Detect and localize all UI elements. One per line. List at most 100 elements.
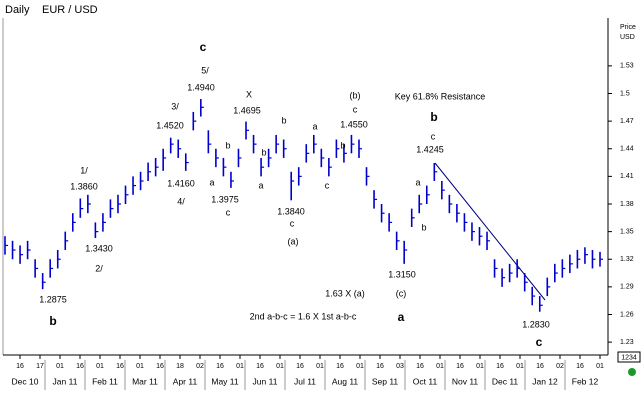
y-tick-label: 1.26 [620, 311, 634, 318]
annotation: 1.3860 [70, 181, 98, 191]
annotation: 1.3840 [277, 206, 305, 216]
x-day-label: 01 [516, 363, 524, 370]
x-day-label: 16 [496, 363, 504, 370]
annotation: 1.4245 [416, 144, 444, 154]
x-day-label: 01 [436, 363, 444, 370]
x-day-label: 16 [256, 363, 264, 370]
annotation: 1.4160 [167, 178, 195, 188]
annotation: 1.2875 [39, 294, 67, 304]
annotation: 1/ [80, 165, 88, 175]
x-month-label: Feb 12 [572, 376, 599, 386]
x-month-label: Jan 12 [532, 376, 558, 386]
annotation: c [226, 207, 231, 217]
annotation: 1.4940 [187, 82, 215, 92]
x-day-label: 01 [96, 363, 104, 370]
y-tick-label: 1.35 [620, 228, 634, 235]
y-tick-label: 1.29 [620, 284, 634, 291]
annotation: c [431, 131, 436, 141]
x-day-label: 16 [76, 363, 84, 370]
x-month-label: Apr 11 [173, 376, 198, 386]
x-month-label: Sep 11 [372, 376, 399, 386]
x-day-label: 16 [336, 363, 344, 370]
x-day-label: 01 [596, 363, 604, 370]
chart-subtitle: EUR / USD [42, 4, 98, 16]
annotation: 1.2830 [522, 319, 550, 329]
x-day-label: 02 [196, 363, 204, 370]
x-month-label: Jan 11 [53, 376, 78, 386]
annotation: (c) [396, 288, 407, 298]
y-tick-label: 1.47 [620, 118, 634, 125]
x-month-label: Feb 11 [92, 376, 118, 386]
annotation: 4/ [177, 196, 185, 206]
x-day-label: 02 [556, 363, 564, 370]
annotation: b [340, 140, 345, 150]
annotation: c [353, 104, 358, 114]
x-month-label: Aug 11 [332, 376, 359, 386]
x-day-label: 01 [316, 363, 324, 370]
annotation: a [258, 180, 263, 190]
x-day-label: 01 [56, 363, 64, 370]
annotation: 1.3975 [211, 194, 239, 204]
annotation: Key 61.8% Resistance [395, 91, 486, 101]
x-day-label: 16 [456, 363, 464, 370]
annotation: b [430, 110, 437, 124]
x-day-label: 18 [176, 363, 184, 370]
y-tick-label: 1.44 [620, 146, 634, 153]
annotation: 1.3150 [388, 269, 416, 279]
x-day-label: 16 [156, 363, 164, 370]
y-tick-label: 1.53 [620, 63, 634, 70]
x-month-label: May 11 [211, 376, 239, 386]
x-day-label: 17 [36, 363, 44, 370]
x-day-label: 16 [376, 363, 384, 370]
x-day-label: 16 [296, 363, 304, 370]
x-day-label: 16 [216, 363, 224, 370]
x-month-label: Mar 11 [132, 376, 158, 386]
annotation: b [225, 140, 230, 150]
annotation: a [312, 121, 317, 131]
x-day-label: 16 [16, 363, 24, 370]
annotation: 5/ [201, 65, 209, 75]
x-month-label: Dec 11 [492, 376, 519, 386]
annotation: 1.4695 [233, 105, 261, 115]
x-day-label: 01 [476, 363, 484, 370]
x-day-label: 01 [356, 363, 364, 370]
annotation: 2nd a-b-c = 1.6 X 1st a-b-c [250, 311, 357, 321]
y-tick-label: 1.23 [620, 339, 634, 346]
annotation: b [281, 115, 286, 125]
annotation: b [261, 147, 266, 157]
annotation: a [209, 177, 214, 187]
x-day-label: 16 [416, 363, 424, 370]
y-axis-label: USD [620, 34, 635, 41]
annotation: c [536, 335, 543, 349]
y-axis-label: Price [620, 24, 636, 31]
x-day-label: 01 [136, 363, 144, 370]
x-day-label: 16 [576, 363, 584, 370]
y-tick-label: 1.38 [620, 201, 634, 208]
x-month-label: Jul 11 [294, 376, 316, 386]
annotation: a [398, 310, 405, 324]
annotation: (a) [288, 236, 299, 246]
annotation: 1.3430 [85, 243, 113, 253]
annotation: a [415, 177, 420, 187]
x-day-label: 16 [536, 363, 544, 370]
x-month-label: Nov 11 [452, 376, 479, 386]
corner-box [617, 351, 641, 363]
x-month-label: Oct 11 [413, 376, 438, 386]
x-day-label: 01 [276, 363, 284, 370]
annotation: 2/ [95, 263, 103, 273]
annotation: c [325, 180, 330, 190]
x-month-label: Dec 10 [12, 376, 39, 386]
x-day-label: 01 [236, 363, 244, 370]
trend-line [434, 162, 546, 301]
annotation: c [200, 40, 207, 54]
x-day-label: 03 [396, 363, 404, 370]
corner-box-label: 1234 [621, 354, 637, 361]
y-tick-label: 1.5 [620, 90, 630, 97]
annotation: X [246, 89, 252, 99]
annotation: 3/ [171, 101, 179, 111]
annotation: (b) [350, 90, 361, 100]
annotation: c [290, 218, 295, 228]
annotation: b [421, 222, 426, 232]
annotation: b [49, 314, 56, 328]
